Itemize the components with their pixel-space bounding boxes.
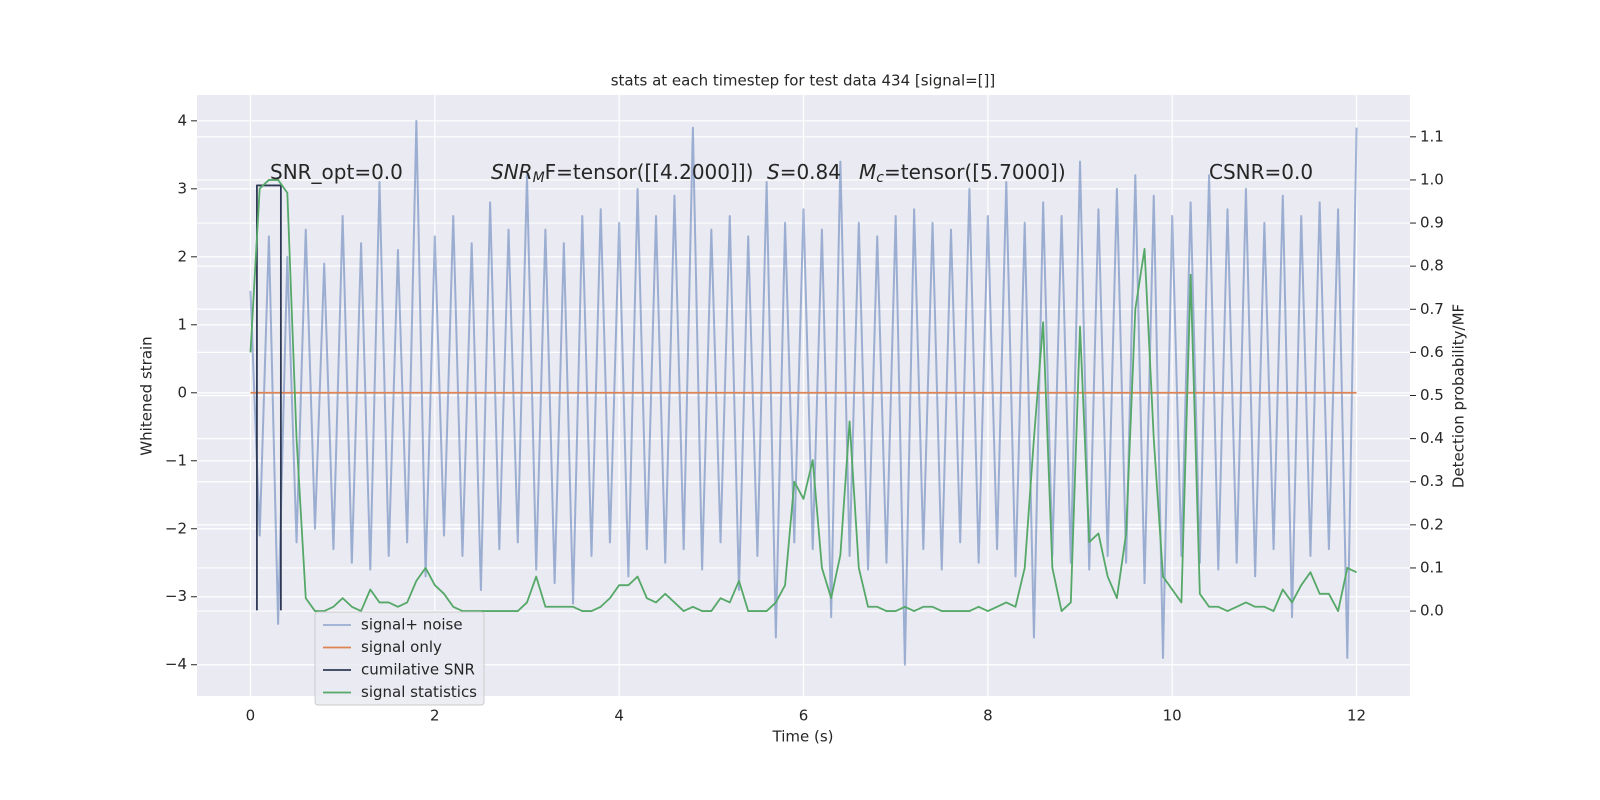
annotation-part: M — [533, 170, 545, 186]
annotation-part: S — [767, 160, 780, 184]
annotation-part: CSNR=0.0 — [1209, 160, 1313, 184]
annotation: SNR_opt=0.0 — [270, 160, 403, 184]
y2-tick-label: 0.3 — [1420, 472, 1444, 490]
x-tick-label: 8 — [983, 707, 993, 725]
x-tick-label: 10 — [1163, 707, 1182, 725]
y2-tick-label: 0.5 — [1420, 386, 1444, 404]
legend-label: signal statistics — [361, 683, 477, 701]
y-tick-label: −1 — [165, 451, 187, 469]
y-tick-label: −3 — [165, 587, 187, 605]
legend-label: signal only — [361, 638, 442, 656]
y2-tick-label: 0.8 — [1420, 257, 1444, 275]
y-tick-label: −4 — [165, 655, 187, 673]
legend-label: signal+ noise — [361, 616, 463, 634]
y2-tick-label: 0.9 — [1420, 214, 1444, 232]
y2-tick-label: 0.1 — [1420, 558, 1444, 576]
y2-tick-label: 0.2 — [1420, 515, 1444, 533]
legend-box — [314, 611, 485, 706]
y-tick-label: 3 — [177, 179, 187, 197]
y-tick-label: 4 — [177, 111, 187, 129]
annotation-part: c — [876, 170, 884, 186]
series-line — [256, 184, 282, 611]
annotation-part: F=tensor([[4.2000]]) — [545, 160, 754, 184]
y-tick-label: −2 — [165, 519, 187, 537]
annotation: S=0.84 — [767, 160, 841, 184]
chart-title: stats at each timestep for test data 434… — [611, 72, 996, 90]
annotation-part: SNR_opt=0.0 — [270, 160, 403, 184]
x-tick-label: 2 — [430, 707, 440, 725]
y2-tick-label: 0.4 — [1420, 429, 1444, 447]
y2-tick-label: 0.7 — [1420, 300, 1444, 318]
legend-label: cumilative SNR — [361, 661, 475, 679]
series-line — [249, 119, 1358, 666]
y2-tick-label: 0.0 — [1420, 602, 1444, 620]
y-tick-label: 0 — [177, 383, 187, 401]
annotation: Mc=tensor([5.7000]) — [859, 160, 1066, 187]
x-tick-label: 12 — [1347, 707, 1366, 725]
y-axis-label: Whitened strain — [138, 336, 156, 455]
y2-tick-label: 1.1 — [1420, 127, 1444, 145]
legend: signal+ noise signal only cumilative SNR si… — [314, 611, 485, 706]
y-tick-label: 1 — [177, 315, 187, 333]
annotation-part: =0.84 — [780, 160, 841, 184]
annotation: SNRMF=tensor([[4.2000]]) — [491, 160, 753, 187]
x-axis-label: Time (s) — [772, 728, 834, 746]
y2-tick-label: 1.0 — [1420, 170, 1444, 188]
annotation-part: =tensor([5.7000]) — [884, 160, 1066, 184]
annotation: CSNR=0.0 — [1209, 160, 1313, 184]
x-tick-label: 0 — [246, 707, 256, 725]
x-tick-label: 6 — [799, 707, 809, 725]
y-tick-label: 2 — [177, 247, 187, 265]
series-line — [249, 179, 1357, 612]
x-tick-label: 4 — [614, 707, 624, 725]
y2-tick-label: 0.6 — [1420, 343, 1444, 361]
annotation-part: SNR — [491, 160, 533, 184]
annotation-part: M — [859, 160, 876, 184]
y2-axis-label: Detection probability/MF — [1450, 304, 1468, 488]
